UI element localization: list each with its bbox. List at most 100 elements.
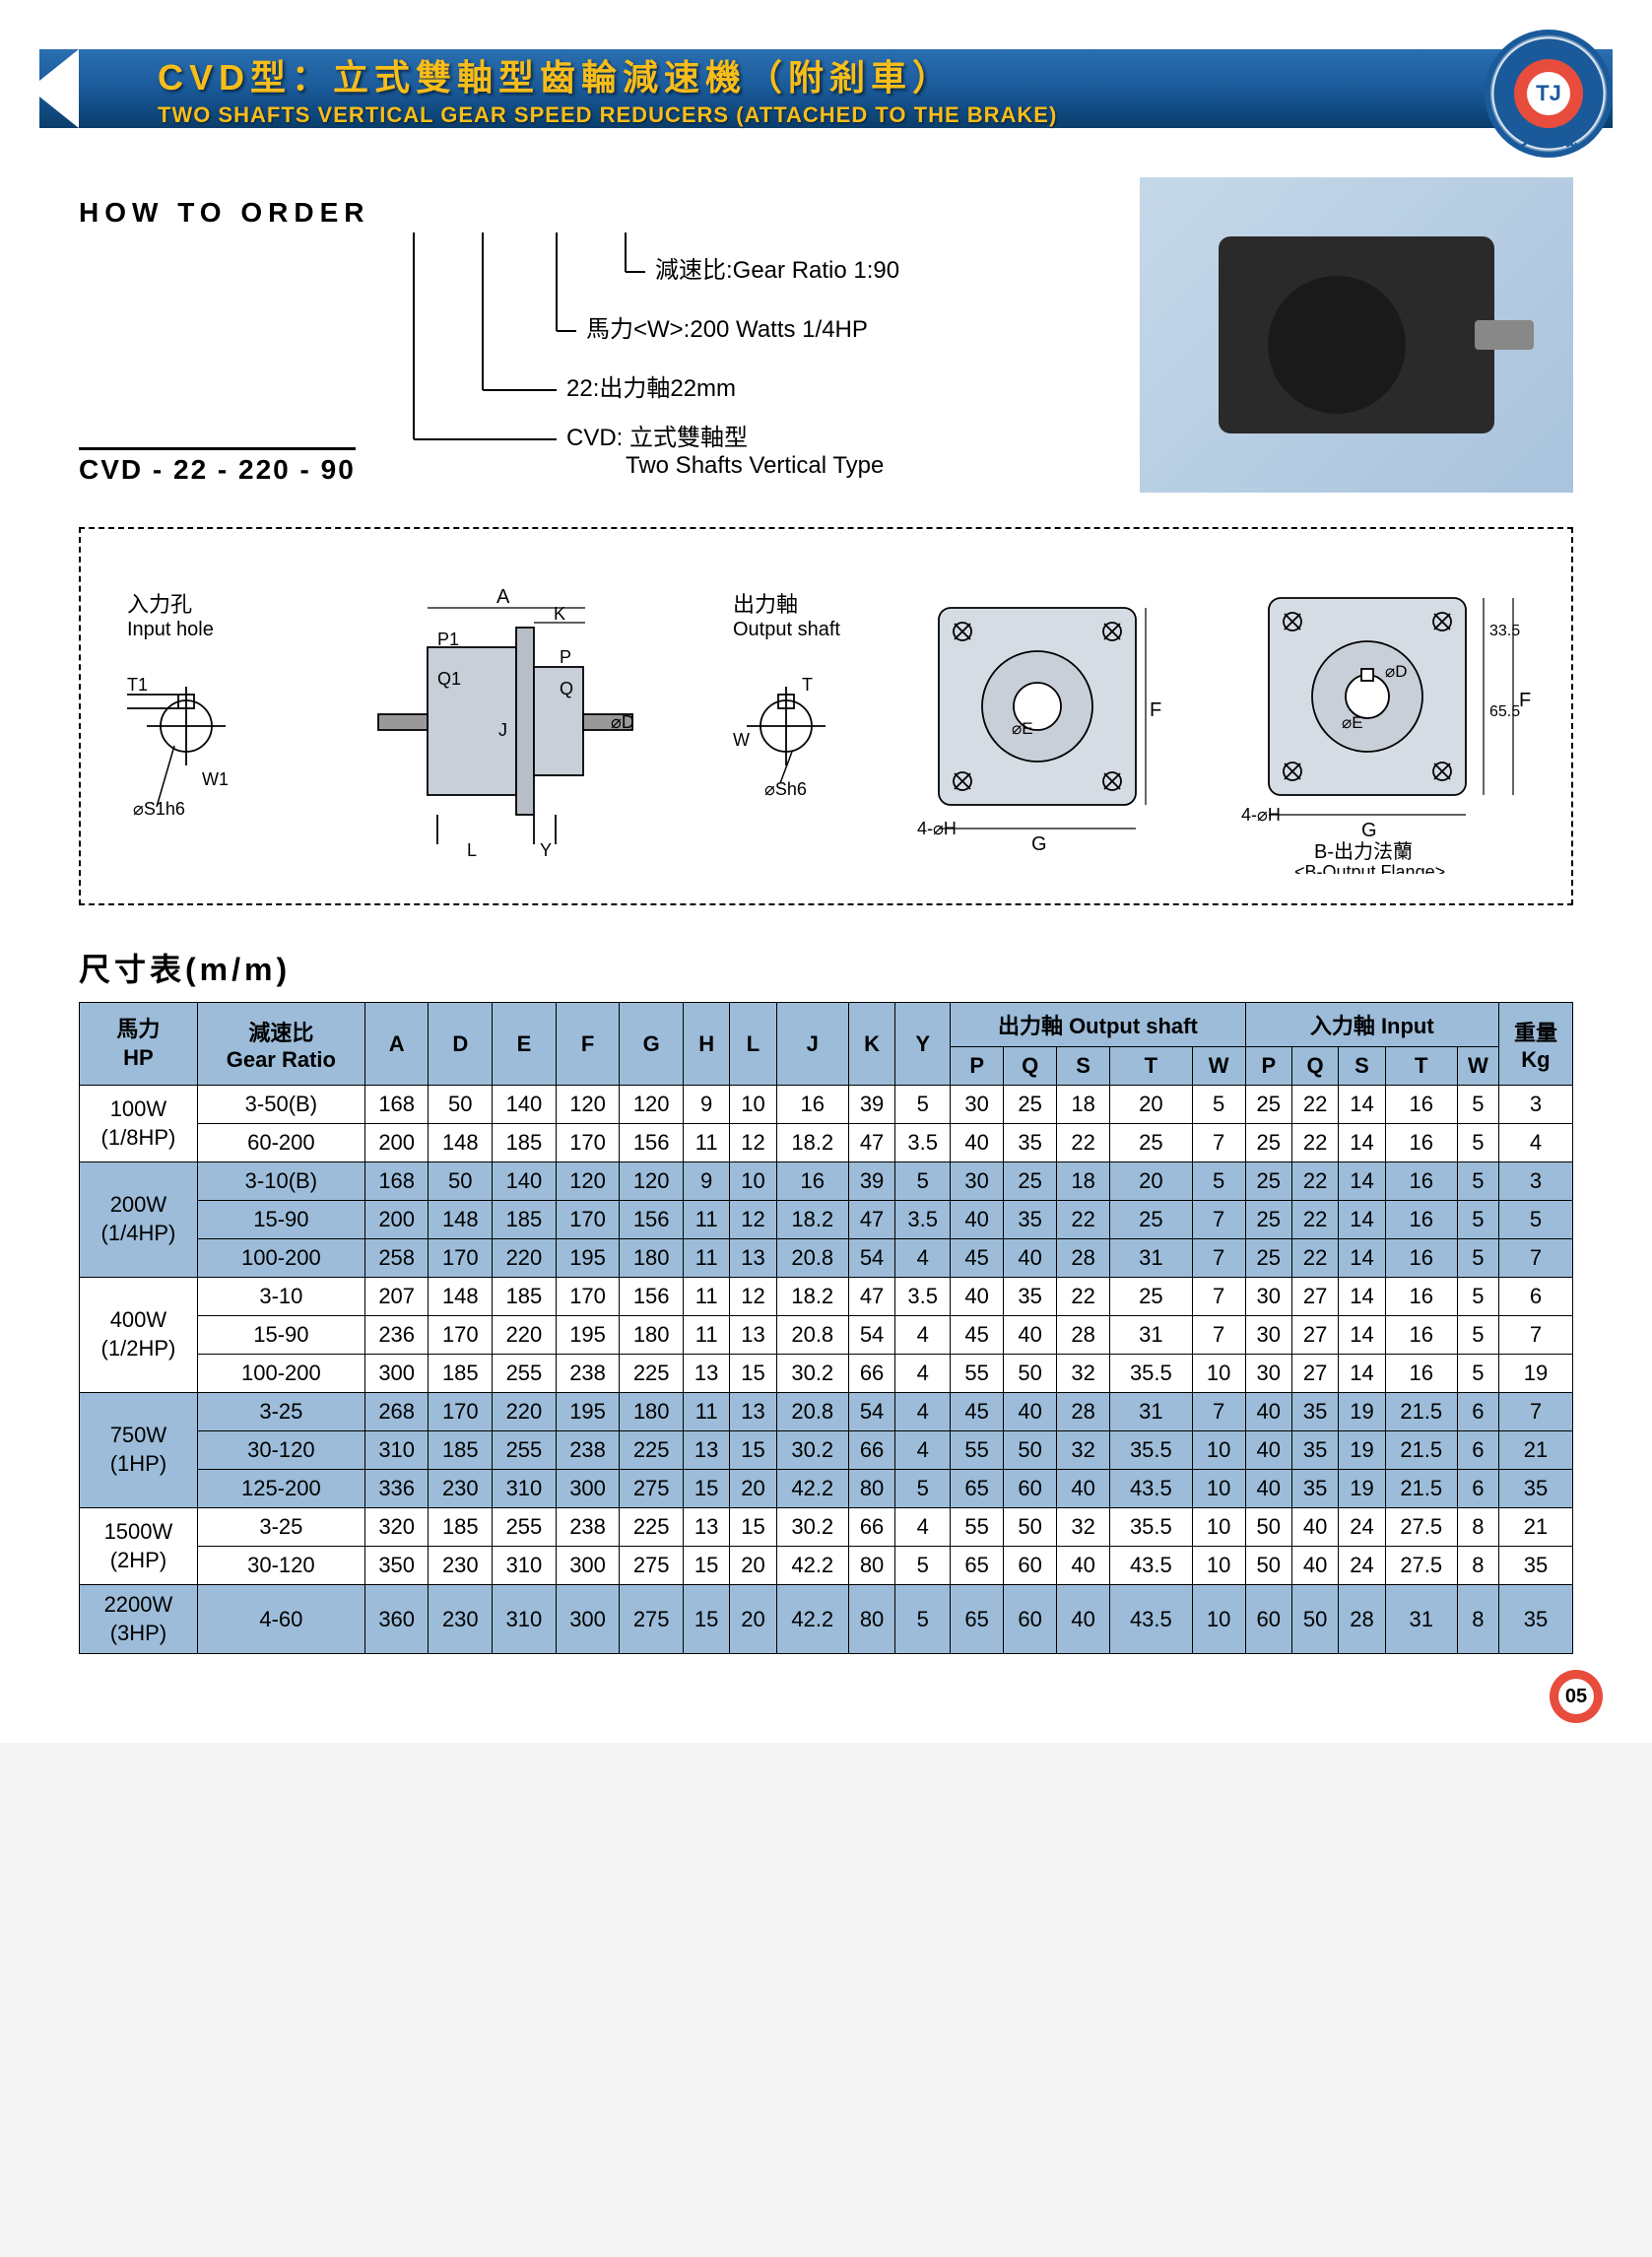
col-out-S: S — [1057, 1047, 1110, 1086]
dim-cell: 19 — [1339, 1470, 1385, 1508]
dim-cell: 25 — [1245, 1086, 1291, 1124]
dim-cell: 5 — [895, 1585, 951, 1654]
ratio-cell: 3-10 — [197, 1278, 364, 1316]
svg-text:⌀S1h6: ⌀S1h6 — [133, 799, 185, 819]
logo: TJ 天機 — [1485, 30, 1613, 158]
dim-cell: 7 — [1498, 1393, 1572, 1431]
dim-cell: 25 — [1245, 1162, 1291, 1201]
dim-cell: 40 — [1004, 1316, 1057, 1355]
dim-cell: 22 — [1291, 1086, 1338, 1124]
dim-cell: 170 — [556, 1124, 620, 1162]
dim-cell: 21 — [1498, 1431, 1572, 1470]
dim-cell: 50 — [429, 1086, 493, 1124]
dim-cell: 80 — [848, 1585, 894, 1654]
svg-text:P1: P1 — [437, 630, 459, 649]
col-kg: 重量Kg — [1498, 1003, 1572, 1086]
dim-cell: 39 — [848, 1086, 894, 1124]
svg-text:⌀D: ⌀D — [1385, 662, 1408, 681]
header-banner: CVD型：立式雙軸型齒輪減速機（附剎車） TWO SHAFTS VERTICAL… — [0, 0, 1652, 138]
dim-cell: 185 — [429, 1355, 493, 1393]
dim-cell: 19 — [1339, 1431, 1385, 1470]
dim-cell: 31 — [1110, 1393, 1193, 1431]
dim-cell: 6 — [1457, 1470, 1498, 1508]
dim-cell: 54 — [848, 1316, 894, 1355]
dim-cell: 360 — [364, 1585, 429, 1654]
dim-cell: 40 — [1057, 1547, 1110, 1585]
dim-cell: 148 — [429, 1124, 493, 1162]
dim-cell: 10 — [1192, 1547, 1245, 1585]
dim-cell: 40 — [951, 1124, 1004, 1162]
dim-cell: 4 — [895, 1431, 951, 1470]
col-out-Q: Q — [1004, 1047, 1057, 1086]
dim-cell: 268 — [364, 1393, 429, 1431]
col-K: K — [848, 1003, 894, 1086]
col-out-W: W — [1192, 1047, 1245, 1086]
dim-cell: 185 — [493, 1201, 557, 1239]
dim-cell: 4 — [895, 1239, 951, 1278]
dim-cell: 320 — [364, 1508, 429, 1547]
dim-cell: 39 — [848, 1162, 894, 1201]
dim-cell: 255 — [493, 1355, 557, 1393]
dim-cell: 13 — [730, 1393, 776, 1431]
dim-cell: 27 — [1291, 1278, 1338, 1316]
table-row: 100W(1/8HP)3-50(B)1685014012012091016395… — [80, 1086, 1573, 1124]
dim-cell: 43.5 — [1110, 1470, 1193, 1508]
hp-cell: 400W(1/2HP) — [80, 1278, 198, 1393]
dim-cell: 8 — [1457, 1508, 1498, 1547]
dim-cell: 310 — [493, 1470, 557, 1508]
dim-cell: 31 — [1385, 1585, 1457, 1654]
ratio-cell: 15-90 — [197, 1201, 364, 1239]
svg-text:G: G — [1031, 833, 1047, 855]
svg-text:W: W — [733, 730, 750, 750]
dim-cell: 5 — [1457, 1201, 1498, 1239]
dim-cell: 80 — [848, 1470, 894, 1508]
dim-cell: 120 — [620, 1086, 684, 1124]
dim-cell: 10 — [1192, 1355, 1245, 1393]
svg-text:⌀E: ⌀E — [1342, 713, 1363, 732]
col-Y: Y — [895, 1003, 951, 1086]
dim-cell: 5 — [1457, 1239, 1498, 1278]
dim-cell: 180 — [620, 1393, 684, 1431]
dim-cell: 170 — [556, 1201, 620, 1239]
dim-cell: 13 — [730, 1239, 776, 1278]
table-row: 30-120350230310300275152042.280565604043… — [80, 1547, 1573, 1585]
svg-text:⌀Sh6: ⌀Sh6 — [764, 779, 807, 799]
dim-cell: 220 — [493, 1239, 557, 1278]
svg-text:馬力<W>:200 Watts 1/4HP: 馬力<W>:200 Watts 1/4HP — [586, 316, 868, 343]
dim-cell: 60 — [1004, 1547, 1057, 1585]
dim-cell: 275 — [620, 1470, 684, 1508]
dim-cell: 65 — [951, 1547, 1004, 1585]
dim-cell: 30.2 — [776, 1355, 848, 1393]
svg-text:Output shaft: Output shaft — [733, 619, 840, 640]
dim-table-title: 尺寸表(m/m) — [79, 945, 1573, 990]
dim-cell: 30.2 — [776, 1508, 848, 1547]
svg-text:L: L — [467, 840, 477, 860]
dim-cell: 50 — [1004, 1355, 1057, 1393]
dim-cell: 10 — [730, 1086, 776, 1124]
dim-cell: 5 — [1457, 1162, 1498, 1201]
dim-cell: 18 — [1057, 1162, 1110, 1201]
dim-cell: 40 — [1057, 1470, 1110, 1508]
dim-cell: 35 — [1004, 1124, 1057, 1162]
col-E: E — [493, 1003, 557, 1086]
dim-cell: 170 — [429, 1393, 493, 1431]
dim-cell: 10 — [1192, 1508, 1245, 1547]
table-row: 750W(1HP)3-25268170220195180111320.85444… — [80, 1393, 1573, 1431]
dim-cell: 35.5 — [1110, 1508, 1193, 1547]
dim-cell: 22 — [1057, 1201, 1110, 1239]
dim-cell: 185 — [429, 1508, 493, 1547]
col-H: H — [683, 1003, 729, 1086]
dim-cell: 5 — [895, 1086, 951, 1124]
dim-cell: 55 — [951, 1355, 1004, 1393]
ratio-cell: 30-120 — [197, 1431, 364, 1470]
dim-cell: 22 — [1291, 1239, 1338, 1278]
dim-cell: 5 — [1192, 1086, 1245, 1124]
dim-cell: 35 — [1291, 1431, 1338, 1470]
dim-cell: 22 — [1291, 1162, 1338, 1201]
svg-text:K: K — [554, 604, 565, 624]
dim-cell: 27 — [1291, 1316, 1338, 1355]
order-title: HOW TO ORDER — [79, 197, 1100, 229]
dim-cell: 12 — [730, 1124, 776, 1162]
dim-cell: 6 — [1457, 1431, 1498, 1470]
dim-cell: 22 — [1291, 1201, 1338, 1239]
